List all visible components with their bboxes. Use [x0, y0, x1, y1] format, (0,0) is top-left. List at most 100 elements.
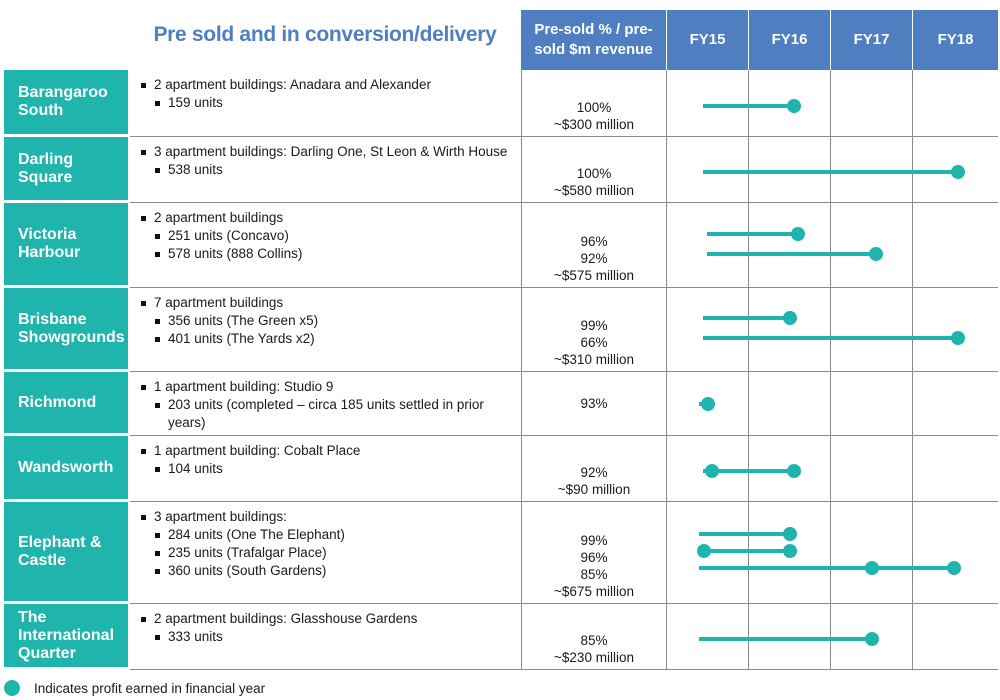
table-row: Darling Square 3 apartment buildings: Darl… [0, 137, 1000, 203]
project-name: Wandsworth [4, 436, 128, 499]
presold-value-line: ~$310 million [554, 352, 634, 367]
table-header: Pre sold and in conversion/delivery Pre-… [0, 0, 1000, 70]
presold-column-header: Pre-sold % / pre- sold $m revenue [521, 10, 667, 70]
timeline-cell [831, 288, 913, 372]
table-row: Barangaroo South 2 apartment buildings: An… [0, 70, 1000, 137]
timeline-cell [831, 372, 913, 436]
timeline-cell [913, 436, 998, 502]
project-name-line: Quarter [18, 644, 76, 662]
profit-dot-icon [951, 165, 966, 179]
description-item: 2 apartment buildings [138, 209, 515, 227]
project-name-line: Showgrounds [18, 328, 125, 346]
project-description: 2 apartment buildings: Glasshouse Garden… [130, 604, 521, 670]
timeline-cell [749, 502, 831, 604]
project-name-line: The [18, 608, 47, 626]
presold-value-line: 92% [580, 465, 608, 480]
presold-value: 92% ~$90 million [521, 436, 667, 502]
timeline-cell [831, 203, 913, 288]
presold-value-line: 99% [580, 533, 608, 548]
table-row: Elephant & Castle 3 apartment buildings: 28… [0, 502, 1000, 604]
project-name: Victoria Harbour [4, 203, 128, 285]
profit-dot-icon [4, 680, 20, 696]
description-item: 2 apartment buildings: Glasshouse Garden… [138, 610, 515, 628]
project-name-line: Castle [18, 551, 67, 569]
timeline-cell [667, 70, 749, 137]
description-subitem: 104 units [152, 460, 515, 478]
profit-dot-icon [705, 464, 720, 478]
project-description: 2 apartment buildings: Anadara and Alexa… [130, 70, 521, 137]
timeline-cell [913, 137, 998, 203]
timeline-bar [707, 252, 877, 256]
timeline-bar [699, 566, 954, 570]
year-header-fy15: FY15 [667, 10, 749, 70]
timeline-cell [913, 372, 998, 436]
description-item: 3 apartment buildings: [138, 508, 515, 526]
description-subitem: 333 units [152, 628, 515, 646]
description-subitem: 578 units (888 Collins) [152, 245, 515, 263]
timeline-cell [667, 203, 749, 288]
description-item: 7 apartment buildings [138, 294, 515, 312]
profit-dot-icon [783, 311, 797, 325]
table-row: Wandsworth 1 apartment building: Cobalt P… [0, 436, 1000, 502]
description-subitem: 401 units (The Yards x2) [152, 330, 515, 348]
project-name-line: International [18, 626, 115, 644]
description-item: 2 apartment buildings: Anadara and Alexa… [138, 76, 515, 94]
project-name-line: Brisbane [18, 310, 87, 328]
presold-header-line-1: Pre-sold % / pre- [534, 21, 653, 38]
timeline-bar [703, 469, 795, 473]
timeline-cell [749, 203, 831, 288]
timeline-cell [831, 436, 913, 502]
timeline-bar [699, 637, 872, 641]
presold-value: 93% [521, 372, 667, 436]
table-row: The International Quarter 2 apartment build… [0, 604, 1000, 670]
timeline-bar [699, 549, 790, 553]
presold-value-line: ~$90 million [557, 482, 631, 497]
timeline-cell [831, 70, 913, 137]
description-item: 1 apartment building: Studio 9 [138, 378, 515, 396]
presold-value-line: 85% [580, 633, 608, 648]
presold-value-line: 100% [576, 166, 612, 181]
timeline-bar [703, 316, 790, 320]
section-title: Pre sold and in conversion/delivery [153, 23, 497, 46]
profit-dot-icon [869, 247, 884, 261]
description-subitem: 538 units [152, 161, 515, 179]
description-subitem: 203 units (completed – circa 185 units s… [152, 396, 515, 432]
presold-value-line: 92% [580, 251, 608, 266]
description-item: 3 apartment buildings: Darling One, St L… [138, 143, 515, 161]
description-subitem: 356 units (The Green x5) [152, 312, 515, 330]
project-name-line: Victoria [18, 226, 77, 243]
profit-dot-icon [865, 632, 879, 646]
table-row: Brisbane Showgrounds 7 apartment buildings… [0, 288, 1000, 372]
project-name-line: Square [18, 168, 73, 186]
presold-value-line: ~$230 million [554, 650, 634, 665]
timeline-cell [913, 288, 998, 372]
project-name: Brisbane Showgrounds [4, 288, 128, 369]
presold-value-line: ~$575 million [554, 268, 634, 283]
description-item: 1 apartment building: Cobalt Place [138, 442, 515, 460]
profit-dot-icon [865, 561, 879, 575]
legend: Indicates profit earned in financial yea… [4, 678, 265, 698]
year-header-fy17: FY17 [831, 10, 913, 70]
presold-value-line: ~$300 million [554, 117, 634, 132]
description-subitem: 235 units (Trafalgar Place) [152, 544, 515, 562]
project-description: 7 apartment buildings 356 units (The Gree… [130, 288, 521, 372]
presold-value: 96% 92% ~$575 million [521, 203, 667, 288]
table-row: Richmond 1 apartment building: Studio 9 20… [0, 372, 1000, 436]
timeline-cell [667, 372, 749, 436]
timeline-cell [913, 604, 998, 670]
timeline-cell [913, 70, 998, 137]
project-name: Darling Square [4, 137, 128, 200]
project-name-line: Barangaroo [18, 84, 108, 101]
description-subitem: 251 units (Concavo) [152, 227, 515, 245]
table-row: Victoria Harbour 2 apartment buildings 251 … [0, 203, 1000, 288]
project-description: 2 apartment buildings 251 units (Concavo)… [130, 203, 521, 288]
project-name: The International Quarter [4, 604, 128, 667]
presold-value-line: 99% [580, 318, 608, 333]
project-description: 3 apartment buildings: Darling One, St L… [130, 137, 521, 203]
timeline-cell [667, 288, 749, 372]
timeline-cell [749, 70, 831, 137]
presold-value: 99% 96% 85% ~$675 million [521, 502, 667, 604]
project-name: Richmond [4, 372, 128, 433]
presold-value-line: 100% [576, 100, 612, 115]
project-name: Elephant & Castle [4, 502, 128, 601]
